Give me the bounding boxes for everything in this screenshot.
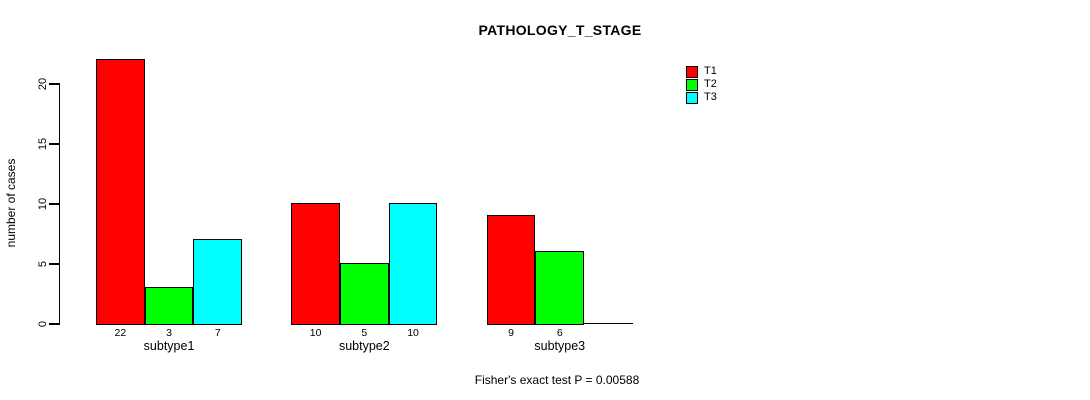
bar-T3-subtype1	[193, 239, 243, 325]
bar-T1-subtype2	[291, 203, 340, 325]
legend-row: T3	[686, 91, 717, 104]
y-axis-tick	[48, 323, 59, 325]
y-axis-tick-label: 0	[37, 320, 49, 327]
y-axis-tick-label: 10	[37, 197, 49, 210]
bar-value-label: 5	[361, 327, 368, 339]
y-axis-tick	[48, 83, 59, 85]
y-axis-tick-label: 15	[37, 137, 49, 150]
bar-T2-subtype3	[535, 251, 585, 325]
legend-label: T1	[704, 65, 717, 77]
bar-T2-subtype1	[144, 287, 194, 325]
bar-T3-subtype3	[584, 323, 633, 324]
category-label-subtype3: subtype3	[534, 339, 586, 353]
bar-T1-subtype3	[486, 215, 536, 325]
legend-swatch-T2	[686, 78, 698, 91]
bar-value-label: 7	[214, 327, 221, 339]
legend-swatch-T3	[686, 91, 698, 104]
legend: T1 T2 T3	[686, 65, 717, 104]
chart-title: PATHOLOGY_T_STAGE	[478, 22, 642, 38]
legend-swatch-T1	[686, 65, 698, 78]
bar-value-label: 3	[166, 327, 172, 339]
legend-row: T1	[686, 65, 717, 78]
bar-T1-subtype1	[96, 59, 145, 325]
legend-label: T2	[704, 78, 717, 90]
bar-T2-subtype2	[340, 263, 389, 325]
legend-row: T2	[686, 78, 717, 91]
bar-value-label: 6	[556, 327, 563, 339]
legend-label: T3	[704, 91, 717, 103]
bar-value-label: 10	[309, 327, 322, 339]
annotation-fisher-test: Fisher's exact test P = 0.00588	[474, 373, 640, 387]
category-label-subtype2: subtype2	[338, 339, 390, 353]
y-axis-tick	[48, 263, 59, 265]
bar-value-label: 9	[508, 327, 514, 339]
y-axis-tick-label: 5	[37, 260, 49, 267]
bar-value-label: 10	[407, 327, 419, 339]
y-axis-line	[58, 83, 60, 325]
y-axis-tick	[48, 203, 59, 205]
category-label-subtype1: subtype1	[143, 339, 195, 353]
y-axis-tick-label: 20	[37, 77, 49, 90]
y-axis-tick	[48, 143, 59, 145]
bar-value-label: 22	[114, 327, 127, 339]
bar-T3-subtype2	[388, 203, 438, 325]
